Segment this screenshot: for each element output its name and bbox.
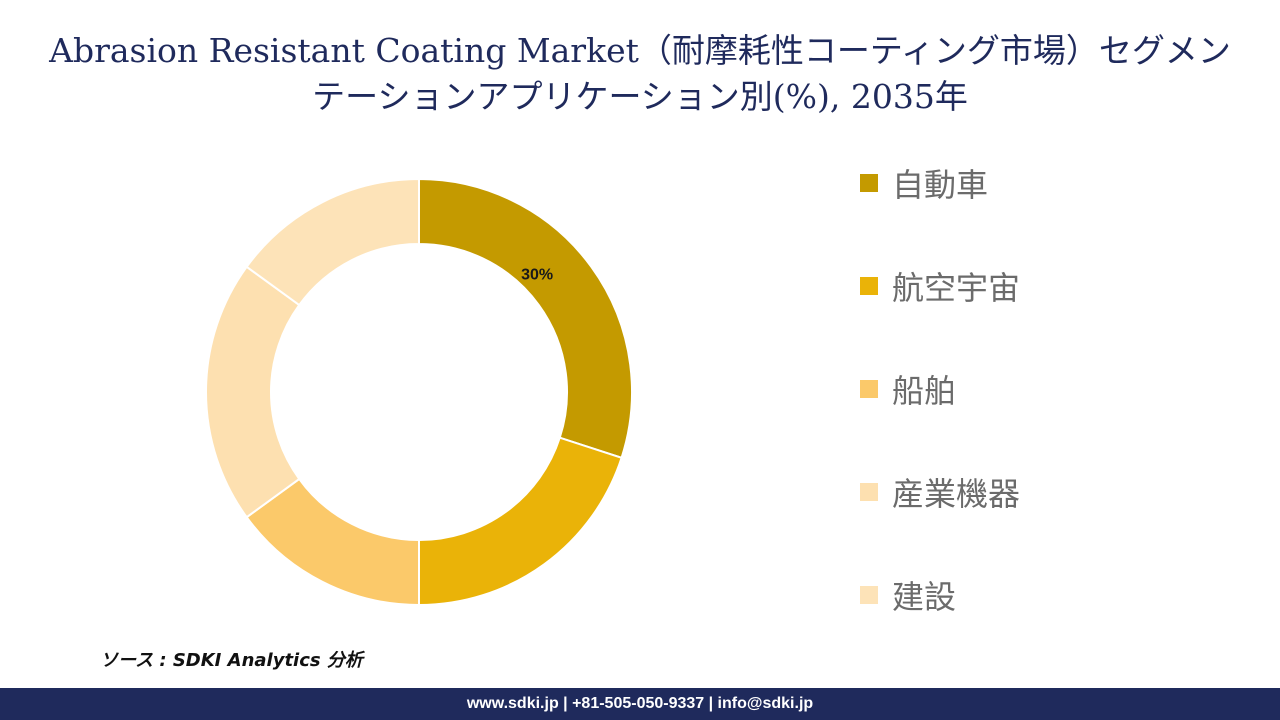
data-label-1: 30% [521,267,553,284]
donut-slice-5 [245,177,420,307]
legend-swatch [860,277,878,295]
legend-label: 船舶 [892,372,957,410]
donut-slice-1 [418,177,633,460]
legend-label: 建設 [892,578,957,616]
legend-swatch [860,483,878,501]
footer-contact: www.sdki.jp | +81-505-050-9337 | info@sd… [466,695,814,712]
legend-item-3: 船舶 [860,361,956,417]
legend-swatch [860,380,878,398]
chart-title: Abrasion Resistant Coating Market（耐摩耗性コー… [49,31,1231,116]
legend-item-1: 自動車 [860,155,988,211]
legend-item-5: 建設 [860,567,956,623]
legend-label: 自動車 [892,166,989,204]
legend-item-4: 産業機器 [860,464,1020,520]
legend-label: 産業機器 [892,475,1021,513]
legend-swatch [860,586,878,604]
legend-label: 航空宇宙 [892,269,1021,307]
legend-swatch [860,174,878,192]
donut-slice-4 [205,265,301,519]
legend-item-2: 航空宇宙 [860,258,1020,314]
footer-bar: www.sdki.jp | +81-505-050-9337 | info@sd… [0,688,1280,720]
source-note: ソース : SDKI Analytics 分析 [100,650,363,671]
donut-slice-2 [418,436,623,607]
